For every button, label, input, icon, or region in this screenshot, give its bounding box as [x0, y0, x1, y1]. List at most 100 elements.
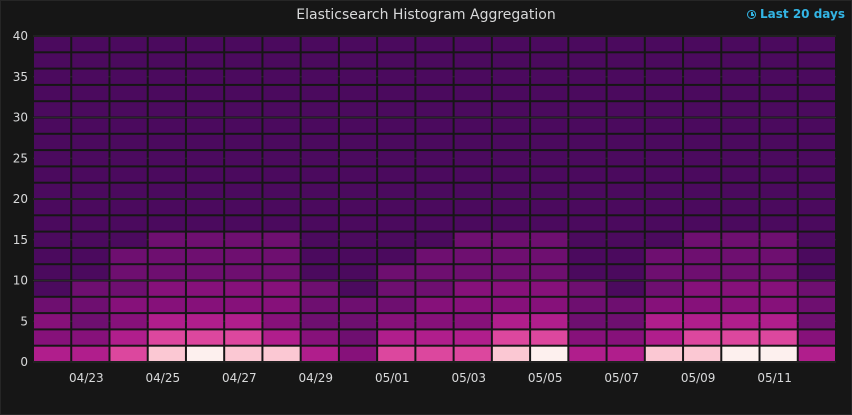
heatmap-cell[interactable]: [416, 248, 453, 264]
heatmap-cell[interactable]: [760, 265, 797, 280]
heatmap-cell[interactable]: [263, 85, 300, 101]
heatmap-cell[interactable]: [148, 151, 185, 166]
heatmap-cell[interactable]: [339, 346, 377, 361]
heatmap-cell[interactable]: [760, 37, 797, 52]
heatmap-cell[interactable]: [301, 346, 338, 361]
heatmap-cell[interactable]: [225, 216, 262, 231]
heatmap-cell[interactable]: [339, 102, 377, 117]
heatmap-cell[interactable]: [34, 102, 71, 117]
heatmap-cell[interactable]: [454, 265, 491, 280]
heatmap-cell[interactable]: [378, 265, 415, 280]
heatmap-cell[interactable]: [110, 297, 147, 313]
heatmap-cell[interactable]: [378, 69, 415, 84]
heatmap-cell[interactable]: [34, 314, 71, 329]
heatmap-cell[interactable]: [531, 346, 568, 361]
heatmap-cell[interactable]: [531, 314, 568, 329]
heatmap-cell[interactable]: [760, 134, 797, 150]
heatmap-cell[interactable]: [301, 248, 338, 264]
heatmap-cell[interactable]: [263, 248, 300, 264]
heatmap-cell[interactable]: [34, 69, 71, 84]
heatmap-cell[interactable]: [110, 118, 147, 133]
heatmap-cell[interactable]: [454, 102, 491, 117]
heatmap-cell[interactable]: [531, 167, 568, 182]
heatmap-cell[interactable]: [454, 330, 491, 345]
heatmap-cell[interactable]: [301, 37, 338, 52]
heatmap-cell[interactable]: [760, 118, 797, 133]
heatmap-cell[interactable]: [72, 216, 109, 231]
heatmap-cell[interactable]: [607, 53, 644, 68]
heatmap-cell[interactable]: [301, 232, 338, 247]
heatmap-cell[interactable]: [263, 37, 300, 52]
heatmap-cell[interactable]: [148, 232, 185, 247]
heatmap-cell[interactable]: [34, 183, 71, 198]
heatmap-cell[interactable]: [454, 346, 491, 361]
heatmap-cell[interactable]: [531, 248, 568, 264]
heatmap-cell[interactable]: [684, 346, 721, 361]
heatmap-cell[interactable]: [339, 69, 377, 84]
heatmap-cell[interactable]: [531, 85, 568, 101]
heatmap-cell[interactable]: [531, 265, 568, 280]
heatmap-cell[interactable]: [569, 297, 606, 313]
heatmap-cell[interactable]: [301, 85, 338, 101]
heatmap-cell[interactable]: [339, 330, 377, 345]
heatmap-cell[interactable]: [798, 134, 835, 150]
heatmap-cell[interactable]: [72, 85, 109, 101]
heatmap-cell[interactable]: [454, 167, 491, 182]
heatmap-cell[interactable]: [607, 314, 644, 329]
panel-title[interactable]: Elasticsearch Histogram Aggregation: [296, 7, 556, 23]
heatmap-cell[interactable]: [225, 314, 262, 329]
heatmap-cell[interactable]: [148, 118, 185, 133]
heatmap-cell[interactable]: [339, 232, 377, 247]
heatmap-cell[interactable]: [760, 314, 797, 329]
heatmap-cell[interactable]: [454, 297, 491, 313]
heatmap-cell[interactable]: [492, 330, 530, 345]
heatmap-cell[interactable]: [492, 314, 530, 329]
heatmap-cell[interactable]: [378, 151, 415, 166]
heatmap-cell[interactable]: [645, 346, 683, 361]
heatmap-cell[interactable]: [301, 183, 338, 198]
heatmap-cell[interactable]: [110, 134, 147, 150]
heatmap-cell[interactable]: [416, 134, 453, 150]
heatmap-cell[interactable]: [722, 297, 759, 313]
heatmap-cell[interactable]: [798, 37, 835, 52]
heatmap-cell[interactable]: [492, 118, 530, 133]
heatmap-cell[interactable]: [760, 346, 797, 361]
heatmap-cell[interactable]: [34, 85, 71, 101]
heatmap-cell[interactable]: [607, 265, 644, 280]
heatmap-cell[interactable]: [148, 69, 185, 84]
heatmap-cell[interactable]: [798, 151, 835, 166]
heatmap-cell[interactable]: [34, 37, 71, 52]
heatmap-cell[interactable]: [684, 330, 721, 345]
heatmap-cell[interactable]: [684, 69, 721, 84]
heatmap-cell[interactable]: [34, 151, 71, 166]
heatmap-cell[interactable]: [72, 314, 109, 329]
heatmap-cell[interactable]: [72, 53, 109, 68]
heatmap-cell[interactable]: [186, 314, 224, 329]
heatmap-cell[interactable]: [110, 330, 147, 345]
heatmap-cell[interactable]: [684, 265, 721, 280]
heatmap-cell[interactable]: [263, 330, 300, 345]
heatmap-cell[interactable]: [569, 102, 606, 117]
heatmap-cell[interactable]: [186, 85, 224, 101]
heatmap-cell[interactable]: [645, 216, 683, 231]
heatmap-cell[interactable]: [72, 118, 109, 133]
heatmap-cell[interactable]: [798, 232, 835, 247]
heatmap-cell[interactable]: [645, 183, 683, 198]
heatmap-cell[interactable]: [225, 167, 262, 182]
heatmap-cell[interactable]: [492, 297, 530, 313]
heatmap-cell[interactable]: [645, 248, 683, 264]
heatmap-cell[interactable]: [722, 167, 759, 182]
heatmap-cell[interactable]: [798, 102, 835, 117]
heatmap-cell[interactable]: [492, 281, 530, 296]
heatmap-cell[interactable]: [378, 232, 415, 247]
heatmap-cell[interactable]: [569, 85, 606, 101]
heatmap-cell[interactable]: [339, 53, 377, 68]
heatmap-cell[interactable]: [569, 118, 606, 133]
heatmap-cell[interactable]: [110, 183, 147, 198]
heatmap-cell[interactable]: [416, 167, 453, 182]
heatmap-cell[interactable]: [492, 85, 530, 101]
heatmap-cell[interactable]: [148, 346, 185, 361]
heatmap-cell[interactable]: [798, 53, 835, 68]
heatmap-cell[interactable]: [378, 248, 415, 264]
heatmap-cell[interactable]: [416, 183, 453, 198]
